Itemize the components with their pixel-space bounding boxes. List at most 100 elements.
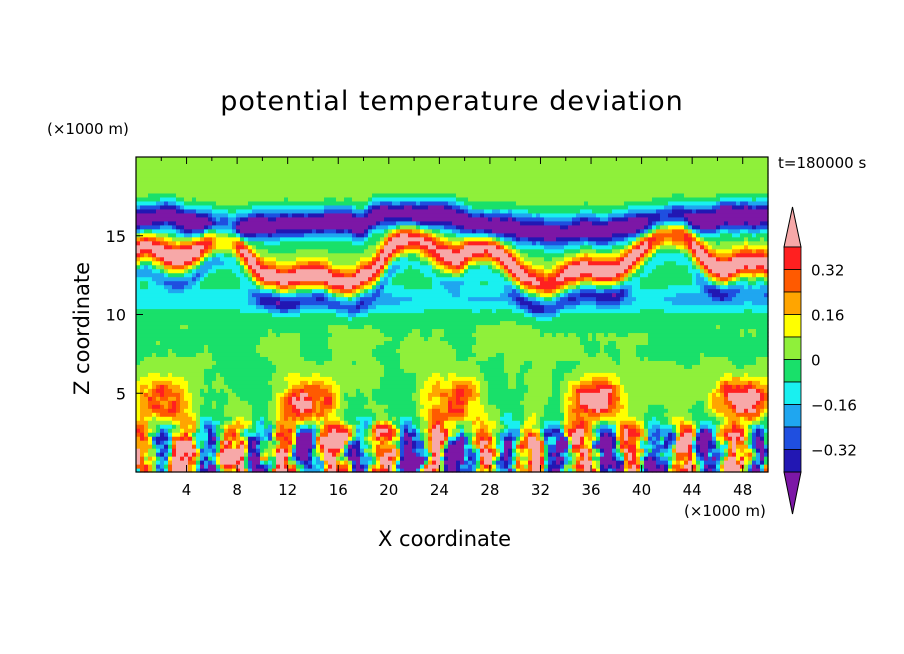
heatmap-cell [184,412,189,417]
heatmap-cell [216,328,221,334]
heatmap-cell [364,236,369,242]
heatmap-cell [212,384,217,389]
heatmap-cell [224,316,229,322]
heatmap-cell [196,244,201,250]
heatmap-cell [184,312,189,318]
heatmap-cell [380,336,385,342]
heatmap-cell [380,296,385,302]
heatmap-cell [312,248,317,254]
heatmap-cell [180,164,185,170]
heatmap-cell [268,420,273,425]
heatmap-cell [204,348,209,353]
heatmap-cell [260,320,265,326]
heatmap-cell [260,276,265,282]
heatmap-cell [180,456,185,461]
heatmap-cell [220,452,225,457]
heatmap-cell [292,164,297,170]
heatmap-cell [196,288,201,294]
heatmap-cell [152,316,157,322]
heatmap-cell [376,460,381,465]
heatmap-cell [352,168,357,174]
heatmap-cell [164,184,169,190]
heatmap-cell [248,216,253,222]
heatmap-cell [196,168,201,174]
heatmap-cell [228,336,233,342]
heatmap-cell [348,404,353,409]
heatmap-cell [256,260,261,266]
heatmap-cell [332,200,337,206]
heatmap-cell [244,456,249,461]
heatmap-cell [292,308,297,314]
heatmap-cell [224,404,229,409]
heatmap-cell [244,432,249,437]
heatmap-cell [252,228,257,234]
heatmap-cell [360,196,365,202]
heatmap-cell [352,340,357,346]
heatmap-cell [140,188,145,194]
heatmap-cell [256,172,261,178]
heatmap-cell [324,160,329,166]
heatmap-cell [168,160,173,166]
heatmap-cell [248,348,253,353]
heatmap-cell [284,300,289,306]
heatmap-cell [172,336,177,342]
heatmap-cell [352,456,357,461]
heatmap-cell [164,180,169,186]
heatmap-cell [300,388,305,393]
heatmap-cell [364,232,369,238]
heatmap-cell [344,316,349,322]
heatmap-cell [320,400,325,405]
heatmap-cell [216,284,221,290]
heatmap-cell [180,256,185,262]
heatmap-cell [256,188,261,194]
heatmap-cell [244,248,249,254]
heatmap-cell [140,184,145,190]
heatmap-cell [272,172,277,178]
heatmap-cell [324,452,329,457]
heatmap-cell [284,456,289,461]
heatmap-cell [140,328,145,334]
heatmap-cell [224,332,229,338]
heatmap-cell [364,272,369,278]
heatmap-cell [260,172,265,178]
heatmap-cell [152,328,157,334]
heatmap-cell [368,272,373,278]
heatmap-cell [208,224,213,230]
heatmap-cell [140,392,145,397]
heatmap-cell [356,280,361,286]
heatmap-cell [332,416,337,421]
heatmap-cell [200,296,205,302]
heatmap-cell [380,200,385,206]
heatmap-cell [152,436,157,441]
heatmap-cell [148,392,153,397]
heatmap-cell [164,260,169,266]
heatmap-cell [288,464,293,469]
heatmap-cell [344,388,349,393]
heatmap-cell [160,308,165,314]
heatmap-cell [220,196,225,202]
heatmap-cell [340,200,345,206]
heatmap-cell [272,344,277,349]
heatmap-cell [192,300,197,306]
heatmap-cell [364,308,369,314]
heatmap-cell [304,364,309,369]
heatmap-cell [188,188,193,194]
heatmap-cell [292,184,297,190]
heatmap-cell [196,296,201,302]
heatmap-cell [304,360,309,365]
heatmap-cell [248,172,253,178]
heatmap-cell [192,336,197,342]
heatmap-cell [228,164,233,170]
heatmap-cell [376,240,381,246]
heatmap-cell [380,184,385,190]
heatmap-cell [296,424,301,429]
heatmap-cell [144,416,149,421]
heatmap-cell [192,220,197,226]
heatmap-cell [164,288,169,294]
heatmap-cell [324,256,329,262]
heatmap-cell [332,388,337,393]
heatmap-cell [204,452,209,457]
heatmap-cell [316,396,321,401]
heatmap-cell [276,356,281,361]
heatmap-cell [264,280,269,286]
